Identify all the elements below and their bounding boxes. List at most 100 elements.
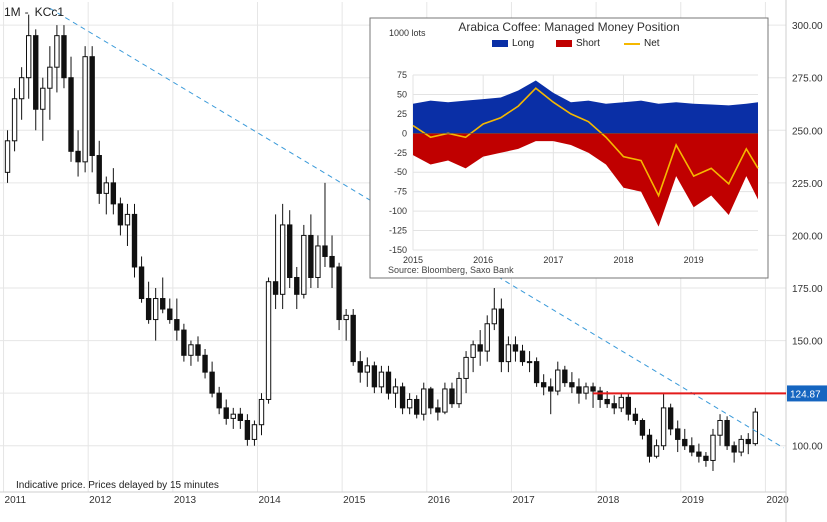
- candle: [449, 382, 455, 408]
- x-tick-label: 2014: [258, 495, 281, 506]
- candle-body-down: [174, 319, 180, 331]
- inset-y-tick-label: -125: [389, 226, 407, 236]
- candle-body-down: [110, 182, 117, 205]
- candle-body-down: [611, 403, 617, 409]
- symbol-label[interactable]: KCc1: [34, 5, 65, 19]
- candle-body-down: [371, 365, 378, 388]
- candle: [710, 428, 716, 471]
- candle: [364, 357, 370, 387]
- candle: [244, 414, 251, 446]
- candle-body-up: [456, 377, 462, 405]
- legend-label-net: Net: [644, 38, 660, 49]
- candle: [421, 382, 427, 421]
- candle: [526, 351, 533, 373]
- candle: [152, 288, 159, 341]
- x-tick-label: 2013: [174, 495, 197, 506]
- candle-body-up: [103, 182, 109, 194]
- inset-y-tick-label: 75: [397, 70, 407, 80]
- candle-body-up: [40, 87, 46, 110]
- candle: [583, 382, 589, 400]
- candle-body-up: [82, 56, 88, 163]
- candle: [251, 420, 258, 446]
- candle-body-down: [357, 361, 363, 373]
- candle: [294, 266, 300, 310]
- price-tag: [787, 385, 827, 402]
- candle-body-up: [752, 411, 758, 445]
- candle-body-up: [470, 344, 476, 358]
- candlestick-series: [4, 14, 758, 471]
- price-disclaimer: Indicative price. Prices delayed by 15 m…: [16, 480, 219, 491]
- x-tick-label: 2019: [682, 495, 705, 506]
- candle-body-down: [209, 371, 215, 394]
- candle: [75, 130, 81, 177]
- candle-body-down: [223, 407, 229, 419]
- x-tick-label: 2020: [766, 495, 789, 506]
- inset-y-tick-label: -50: [394, 167, 407, 177]
- candle: [265, 277, 272, 404]
- inset-x-tick-label: 2018: [613, 255, 633, 265]
- candle: [68, 56, 74, 162]
- candle: [406, 393, 413, 415]
- candle: [301, 224, 307, 299]
- candle-body-down: [569, 382, 575, 388]
- legend-item-short: Short: [556, 38, 600, 49]
- long-area: [413, 80, 758, 134]
- candle-body-up: [251, 424, 258, 440]
- candle: [717, 414, 723, 446]
- candle-body-up: [258, 398, 265, 426]
- candle-body-down: [597, 390, 603, 400]
- candle: [498, 298, 505, 373]
- candle-body-down: [167, 308, 173, 321]
- candle: [399, 382, 406, 415]
- candle-body-up: [124, 213, 131, 226]
- candle: [103, 176, 109, 215]
- candle-body-up: [364, 365, 370, 373]
- candle: [202, 348, 208, 379]
- candle: [322, 182, 328, 267]
- legend-swatch-long: [492, 40, 508, 47]
- candle: [40, 77, 46, 141]
- inset-x-tick-label: 2015: [403, 255, 423, 265]
- candle-body-down: [435, 407, 441, 413]
- candle-body-down: [675, 428, 681, 440]
- candle-body-down: [181, 329, 187, 356]
- candle: [456, 372, 462, 408]
- candle-body-down: [724, 419, 730, 447]
- candle: [682, 428, 688, 450]
- candle-body-down: [399, 386, 406, 409]
- inset-x-tick-label: 2017: [543, 255, 563, 265]
- candle: [731, 441, 737, 463]
- candle: [357, 351, 363, 383]
- candle: [569, 372, 575, 394]
- legend-label-long: Long: [512, 38, 535, 49]
- candle-body-down: [590, 386, 596, 392]
- candle: [385, 365, 392, 400]
- candle: [11, 88, 18, 152]
- candle-body-up: [279, 224, 286, 295]
- candle: [625, 393, 632, 421]
- candle: [689, 437, 695, 457]
- candle: [597, 386, 603, 408]
- candle: [167, 298, 173, 324]
- candle-body-down: [682, 438, 688, 447]
- candle-body-down: [540, 382, 547, 388]
- candle-body-down: [237, 413, 244, 421]
- candle: [703, 452, 709, 467]
- legend-label-short: Short: [576, 38, 600, 49]
- candle-body-down: [61, 35, 67, 79]
- candle: [491, 288, 497, 331]
- candle-body-up: [26, 35, 32, 79]
- candle: [533, 357, 540, 387]
- candle-body-up: [660, 407, 667, 447]
- candle: [54, 25, 60, 93]
- candle-body-down: [336, 266, 342, 321]
- interval-label[interactable]: 1M: [4, 5, 21, 19]
- y-tick-label: 200.00: [792, 231, 823, 242]
- candle: [18, 67, 25, 120]
- candle-body-up: [152, 298, 159, 321]
- y-tick-label: 250.00: [792, 126, 823, 137]
- candle: [117, 197, 124, 236]
- candle: [89, 46, 95, 173]
- candle: [378, 365, 385, 394]
